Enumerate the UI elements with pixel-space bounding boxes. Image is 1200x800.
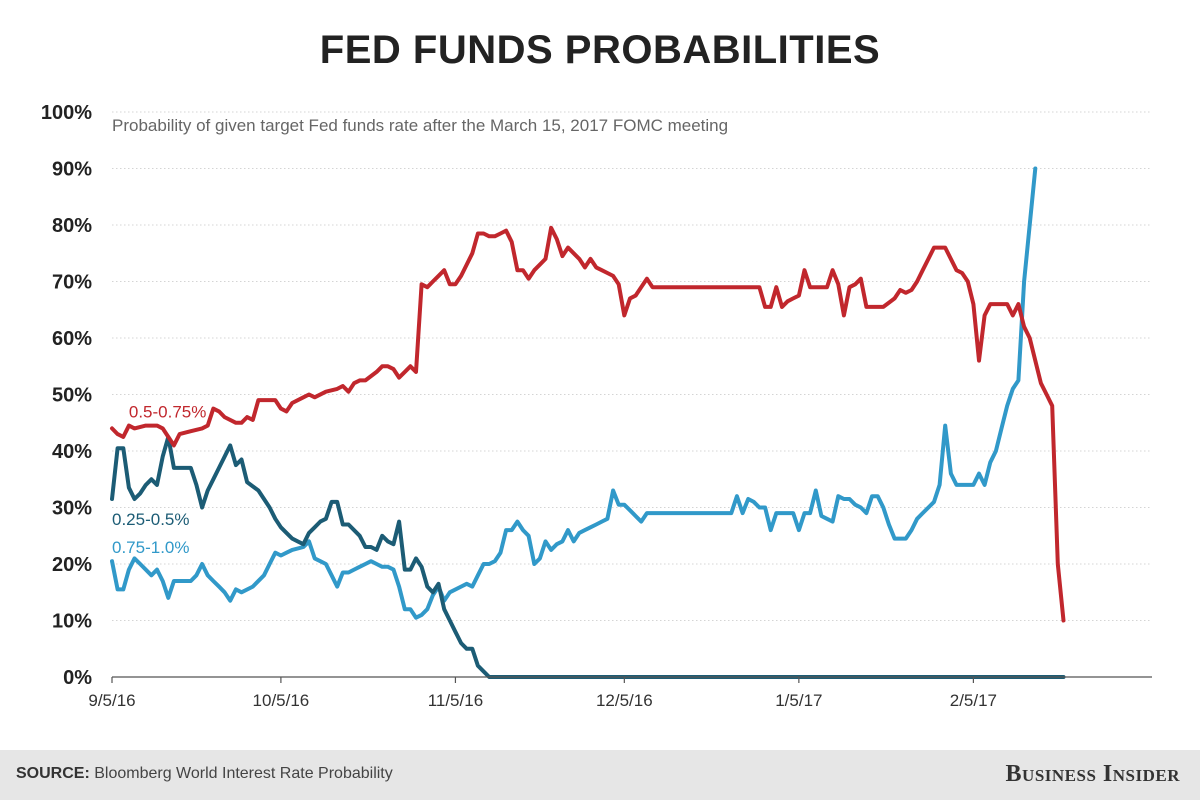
source-text: Bloomberg World Interest Rate Probabilit… bbox=[94, 765, 393, 782]
chart-title: FED FUNDS PROBABILITIES bbox=[319, 28, 881, 72]
y-tick-label: 10% bbox=[52, 611, 92, 633]
series-label: 0.5-0.75% bbox=[129, 402, 207, 421]
x-axis: 9/5/16 10/5/16 11/5/16 12/5/16 1/5/17 2/5/17 bbox=[88, 676, 1152, 710]
x-tick-label: 12/5/16 bbox=[596, 691, 653, 710]
line-chart: Probability of given target Fed funds ra… bbox=[41, 102, 1152, 710]
brand-logo: Business Insider bbox=[1005, 761, 1180, 787]
y-tick-label: 90% bbox=[52, 159, 92, 181]
footer: SOURCE: Bloomberg World Interest Rate Pr… bbox=[0, 750, 1200, 800]
y-tick-label: 100% bbox=[41, 102, 92, 124]
series-line-0.75-1.0% bbox=[110, 166, 1038, 620]
series-label: 0.25-0.5% bbox=[112, 510, 190, 529]
y-tick-label: 20% bbox=[52, 554, 92, 576]
y-tick-label: 40% bbox=[52, 441, 92, 463]
y-tick-label: 70% bbox=[52, 272, 92, 294]
series-line-0.25-0.5% bbox=[110, 434, 1066, 679]
grid: 0% 10% 20% 30% 40% 50% 60% 70% 80% 90% 100% bbox=[41, 102, 1152, 689]
x-tick-label: 11/5/16 bbox=[428, 691, 483, 710]
series-line-0.5-0.75% bbox=[110, 225, 1066, 623]
y-tick-label: 80% bbox=[52, 215, 92, 237]
y-tick-label: 50% bbox=[52, 385, 92, 407]
source-label: SOURCE: bbox=[16, 765, 90, 782]
source-line: SOURCE: Bloomberg World Interest Rate Pr… bbox=[16, 765, 393, 783]
x-tick-label: 10/5/16 bbox=[253, 691, 310, 710]
y-tick-label: 30% bbox=[52, 498, 92, 520]
y-tick-label: 60% bbox=[52, 328, 92, 350]
x-tick-label: 1/5/17 bbox=[775, 691, 822, 710]
x-tick-label: 9/5/16 bbox=[88, 691, 135, 710]
series-label: 0.75-1.0% bbox=[112, 538, 190, 557]
x-tick-label: 2/5/17 bbox=[950, 691, 997, 710]
series-labels: 0.5-0.75% 0.25-0.5% 0.75-1.0% bbox=[110, 400, 209, 560]
chart-subtitle: Probability of given target Fed funds ra… bbox=[112, 116, 728, 135]
series-layer bbox=[110, 166, 1066, 679]
y-tick-label: 0% bbox=[63, 667, 92, 689]
